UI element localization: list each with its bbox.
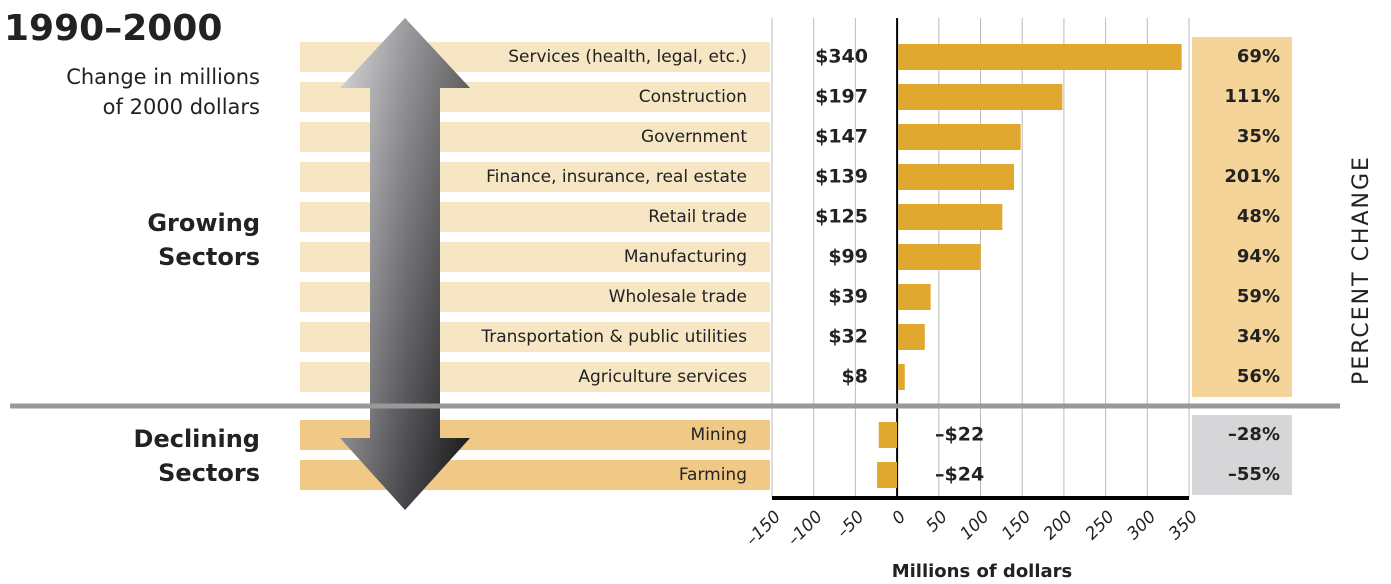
bar	[898, 324, 925, 350]
percent-label: 111%	[1224, 86, 1280, 107]
percent-label: –28%	[1228, 424, 1280, 445]
percent-cell	[1192, 157, 1292, 197]
x-tick-label: 350	[1165, 507, 1202, 544]
title: 1990–2000	[4, 8, 223, 49]
percent-cell	[1192, 415, 1292, 455]
value-label: $32	[828, 326, 868, 348]
percent-cell	[1192, 77, 1292, 117]
percent-cell	[1192, 197, 1292, 237]
value-label: $39	[828, 286, 868, 308]
bar	[898, 204, 1003, 230]
x-tick-label: 150	[998, 507, 1035, 544]
x-tick-label: –100	[784, 507, 827, 550]
bar	[898, 84, 1063, 110]
category-label: Mining	[691, 425, 747, 445]
category-label: Construction	[639, 87, 747, 107]
x-tick-label: 100	[956, 507, 993, 544]
group-label: Growing Sectors	[147, 209, 260, 271]
value-label: $340	[815, 46, 868, 68]
bar	[898, 124, 1021, 150]
percent-cell	[1192, 117, 1292, 157]
arrow-shade	[340, 18, 470, 510]
percent-cell	[1192, 277, 1292, 317]
x-tick-label: 200	[1040, 507, 1077, 544]
value-label: $99	[828, 246, 868, 268]
category-label: Finance, insurance, real estate	[486, 167, 747, 187]
value-label: $147	[815, 126, 868, 148]
category-label: Services (health, legal, etc.)	[508, 47, 747, 67]
percent-label: 59%	[1237, 286, 1280, 307]
bar	[877, 462, 898, 488]
x-axis-label: Millions of dollars	[892, 561, 1073, 582]
category-label: Transportation & public utilities	[480, 327, 747, 347]
percent-label: –55%	[1228, 464, 1280, 485]
percent-label: 201%	[1224, 166, 1280, 187]
category-label: Retail trade	[648, 207, 747, 227]
value-label: $139	[815, 166, 868, 188]
bar	[898, 364, 905, 390]
percent-label: 48%	[1237, 206, 1280, 227]
percent-label: 94%	[1237, 246, 1280, 267]
value-label: $8	[842, 366, 868, 388]
x-tick-label: 0	[888, 507, 910, 529]
bar	[898, 284, 931, 310]
x-tick-label: –150	[742, 507, 785, 550]
category-label: Government	[641, 127, 747, 147]
side-label: PERCENT CHANGE	[1349, 155, 1374, 385]
percent-cell	[1192, 237, 1292, 277]
category-label: Manufacturing	[624, 247, 747, 267]
percent-cell	[1192, 37, 1292, 77]
x-tick-label: 50	[922, 507, 951, 536]
group-label: Declining Sectors	[133, 425, 260, 487]
value-label: –$22	[935, 424, 984, 446]
bar	[878, 422, 898, 448]
value-label: $125	[815, 206, 868, 228]
value-label: $197	[815, 86, 868, 108]
percent-label: 34%	[1237, 326, 1280, 347]
percent-label: 69%	[1237, 46, 1280, 67]
category-label: Wholesale trade	[609, 287, 747, 307]
bar	[898, 164, 1015, 190]
percent-label: 56%	[1237, 366, 1280, 387]
x-tick-label: 250	[1082, 507, 1119, 544]
bar	[898, 44, 1182, 70]
x-tick-label: 300	[1123, 507, 1160, 544]
percent-cell	[1192, 455, 1292, 495]
category-label: Agriculture services	[578, 367, 747, 387]
subtitle: Change in millions of 2000 dollars	[66, 65, 260, 119]
value-label: –$24	[935, 464, 984, 486]
category-label: Farming	[679, 465, 747, 485]
percent-cell	[1192, 357, 1292, 397]
x-tick-label: –50	[833, 507, 868, 542]
bar	[898, 244, 981, 270]
percent-cell	[1192, 317, 1292, 357]
percent-label: 35%	[1237, 126, 1280, 147]
